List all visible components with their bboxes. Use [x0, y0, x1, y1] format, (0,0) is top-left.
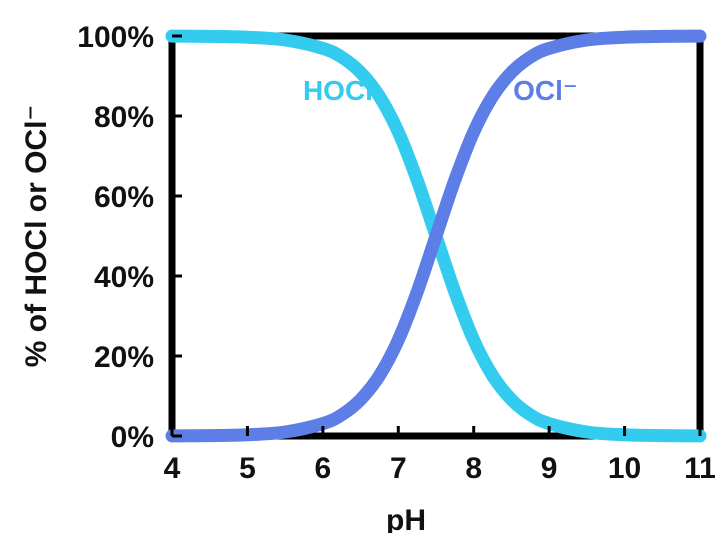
x-tick-label: 8	[465, 452, 482, 485]
x-axis-label: pH	[386, 504, 426, 533]
ocl-series-label: OCl⁻	[513, 75, 578, 106]
y-tick-label: 80%	[94, 101, 154, 134]
y-tick-label: 40%	[94, 261, 154, 294]
y-tick-label: 20%	[94, 341, 154, 374]
y-axis-label: % of HOCl or OCl⁻	[20, 105, 53, 368]
y-tick-label: 100%	[77, 21, 154, 54]
hocl-series-label: HOCl	[303, 75, 373, 106]
x-tick-label: 11	[684, 452, 716, 485]
x-tick-label: 9	[541, 452, 558, 485]
ocl-series-line	[165, 29, 707, 443]
x-tick-label: 7	[390, 452, 407, 485]
x-tick-label: 4	[164, 452, 181, 485]
x-tick-label: 5	[239, 452, 256, 485]
plot-frame	[168, 32, 704, 440]
y-tick-label: 0%	[111, 421, 154, 454]
x-tick-label: 6	[315, 452, 332, 485]
y-tick-label: 60%	[94, 181, 154, 214]
x-tick-label: 10	[608, 452, 641, 485]
